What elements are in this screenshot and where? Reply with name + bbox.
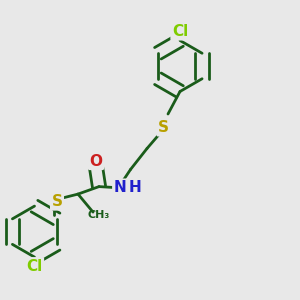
Text: Cl: Cl	[26, 259, 43, 274]
Text: N: N	[114, 180, 126, 195]
Text: Cl: Cl	[172, 24, 188, 39]
Text: S: S	[52, 194, 62, 209]
Text: CH₃: CH₃	[88, 210, 110, 220]
Text: H: H	[129, 180, 141, 195]
Text: O: O	[89, 154, 103, 169]
Text: S: S	[158, 120, 169, 135]
